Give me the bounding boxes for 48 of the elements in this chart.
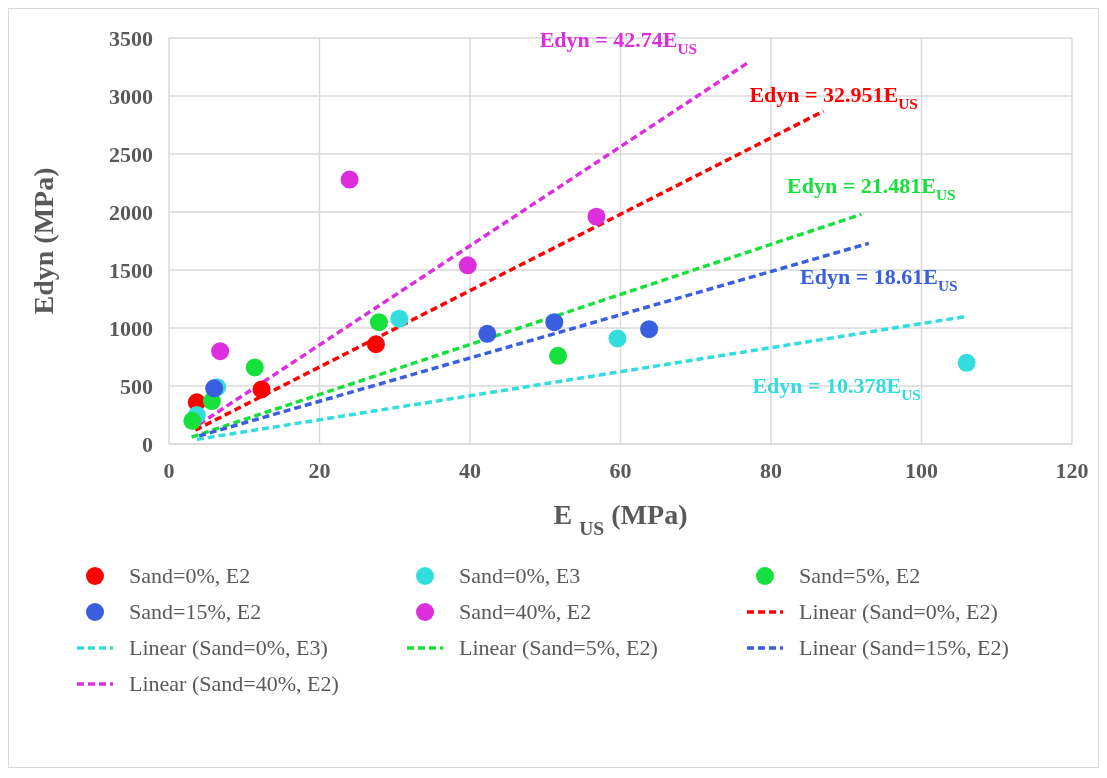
x-tick-label: 100	[905, 457, 938, 483]
y-tick-label: 1500	[109, 257, 153, 283]
point	[252, 380, 271, 399]
legend-label: Sand=5%, E2	[799, 563, 921, 589]
x-tick-label: 20	[308, 457, 331, 483]
annotation: Edyn = 42.74E$_{US}$	[539, 27, 698, 58]
point	[545, 313, 564, 332]
x-tick-label: 120	[1055, 457, 1089, 483]
y-tick-label: 3000	[109, 83, 153, 109]
legend-label: Sand=40%, E2	[459, 599, 592, 625]
annotation: Edyn = 10.378E$_{US}$	[752, 373, 921, 404]
point	[458, 256, 477, 275]
point	[366, 335, 385, 354]
legend-label: Linear (Sand=40%, E2)	[129, 671, 339, 697]
legend-label: Linear (Sand=0%, E2)	[799, 599, 998, 625]
point	[245, 358, 264, 377]
y-tick-label: 2500	[109, 141, 153, 167]
point	[478, 324, 497, 343]
y-tick-label: 0	[142, 431, 153, 457]
legend-label: Sand=0%, E2	[129, 563, 251, 589]
point	[369, 313, 388, 332]
y-tick-label: 3500	[109, 25, 153, 51]
point	[211, 342, 230, 361]
legend-label: Linear (Sand=0%, E3)	[129, 635, 328, 661]
point	[957, 353, 976, 372]
legend-label: Linear (Sand=15%, E2)	[799, 635, 1009, 661]
annotation: Edyn = 21.481E$_{US}$	[787, 173, 956, 204]
x-tick-label: 40	[459, 457, 481, 483]
y-tick-label: 2000	[109, 199, 153, 225]
legend-label: Linear (Sand=5%, E2)	[459, 635, 658, 661]
point	[390, 309, 409, 328]
x-tick-label: 0	[163, 457, 175, 483]
annotation: Edyn = 32.951E$_{US}$	[749, 82, 918, 113]
x-tick-label: 80	[760, 457, 782, 483]
x-axis-title: E $_{US}$ (MPa)	[553, 499, 688, 539]
legend-label: Sand=0%, E3	[459, 563, 581, 589]
point	[183, 411, 202, 430]
point	[549, 346, 568, 365]
point	[640, 320, 659, 339]
y-tick-label: 1000	[109, 315, 153, 341]
point	[608, 329, 627, 348]
y-axis-title: Edyn (MPa)	[28, 167, 60, 315]
point	[587, 207, 606, 226]
x-tick-label: 60	[609, 457, 632, 483]
annotation: Edyn = 18.61E$_{US}$	[800, 264, 958, 295]
y-tick-label: 500	[120, 373, 153, 399]
legend-label: Sand=15%, E2	[129, 599, 262, 625]
point	[340, 170, 359, 189]
